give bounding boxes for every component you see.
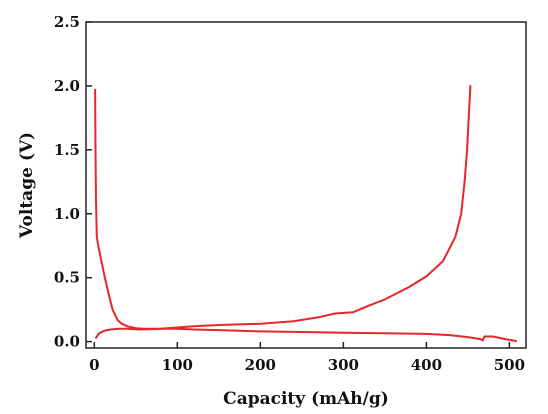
y-tick-label: 2.0: [54, 77, 80, 95]
y-axis-label: Voltage (V): [17, 132, 37, 239]
x-tick-label: 500: [494, 356, 525, 374]
y-tick-label: 0.0: [54, 333, 80, 351]
x-tick-label: 300: [328, 356, 359, 374]
x-tick-label: 200: [245, 356, 276, 374]
y-tick-label: 2.5: [54, 13, 80, 31]
plot-frame: [85, 21, 527, 349]
series-layer: [94, 84, 517, 342]
x-tick-label: 400: [411, 356, 442, 374]
x-tick-label: 100: [162, 356, 193, 374]
tick-group: 0 100 200 300 400 500 0.0 0.5 1.0 1.5 2.0 2.5: [54, 13, 525, 374]
x-tick-label: 0: [89, 356, 99, 374]
y-tick-label: 0.5: [54, 269, 80, 287]
y-tick-label: 1.5: [54, 141, 80, 159]
y-tick-label: 1.0: [54, 205, 80, 223]
x-axis-label: Capacity (mAh/g): [223, 389, 389, 409]
charge-curve-line: [95, 84, 472, 339]
discharge-curve-line: [94, 88, 517, 342]
